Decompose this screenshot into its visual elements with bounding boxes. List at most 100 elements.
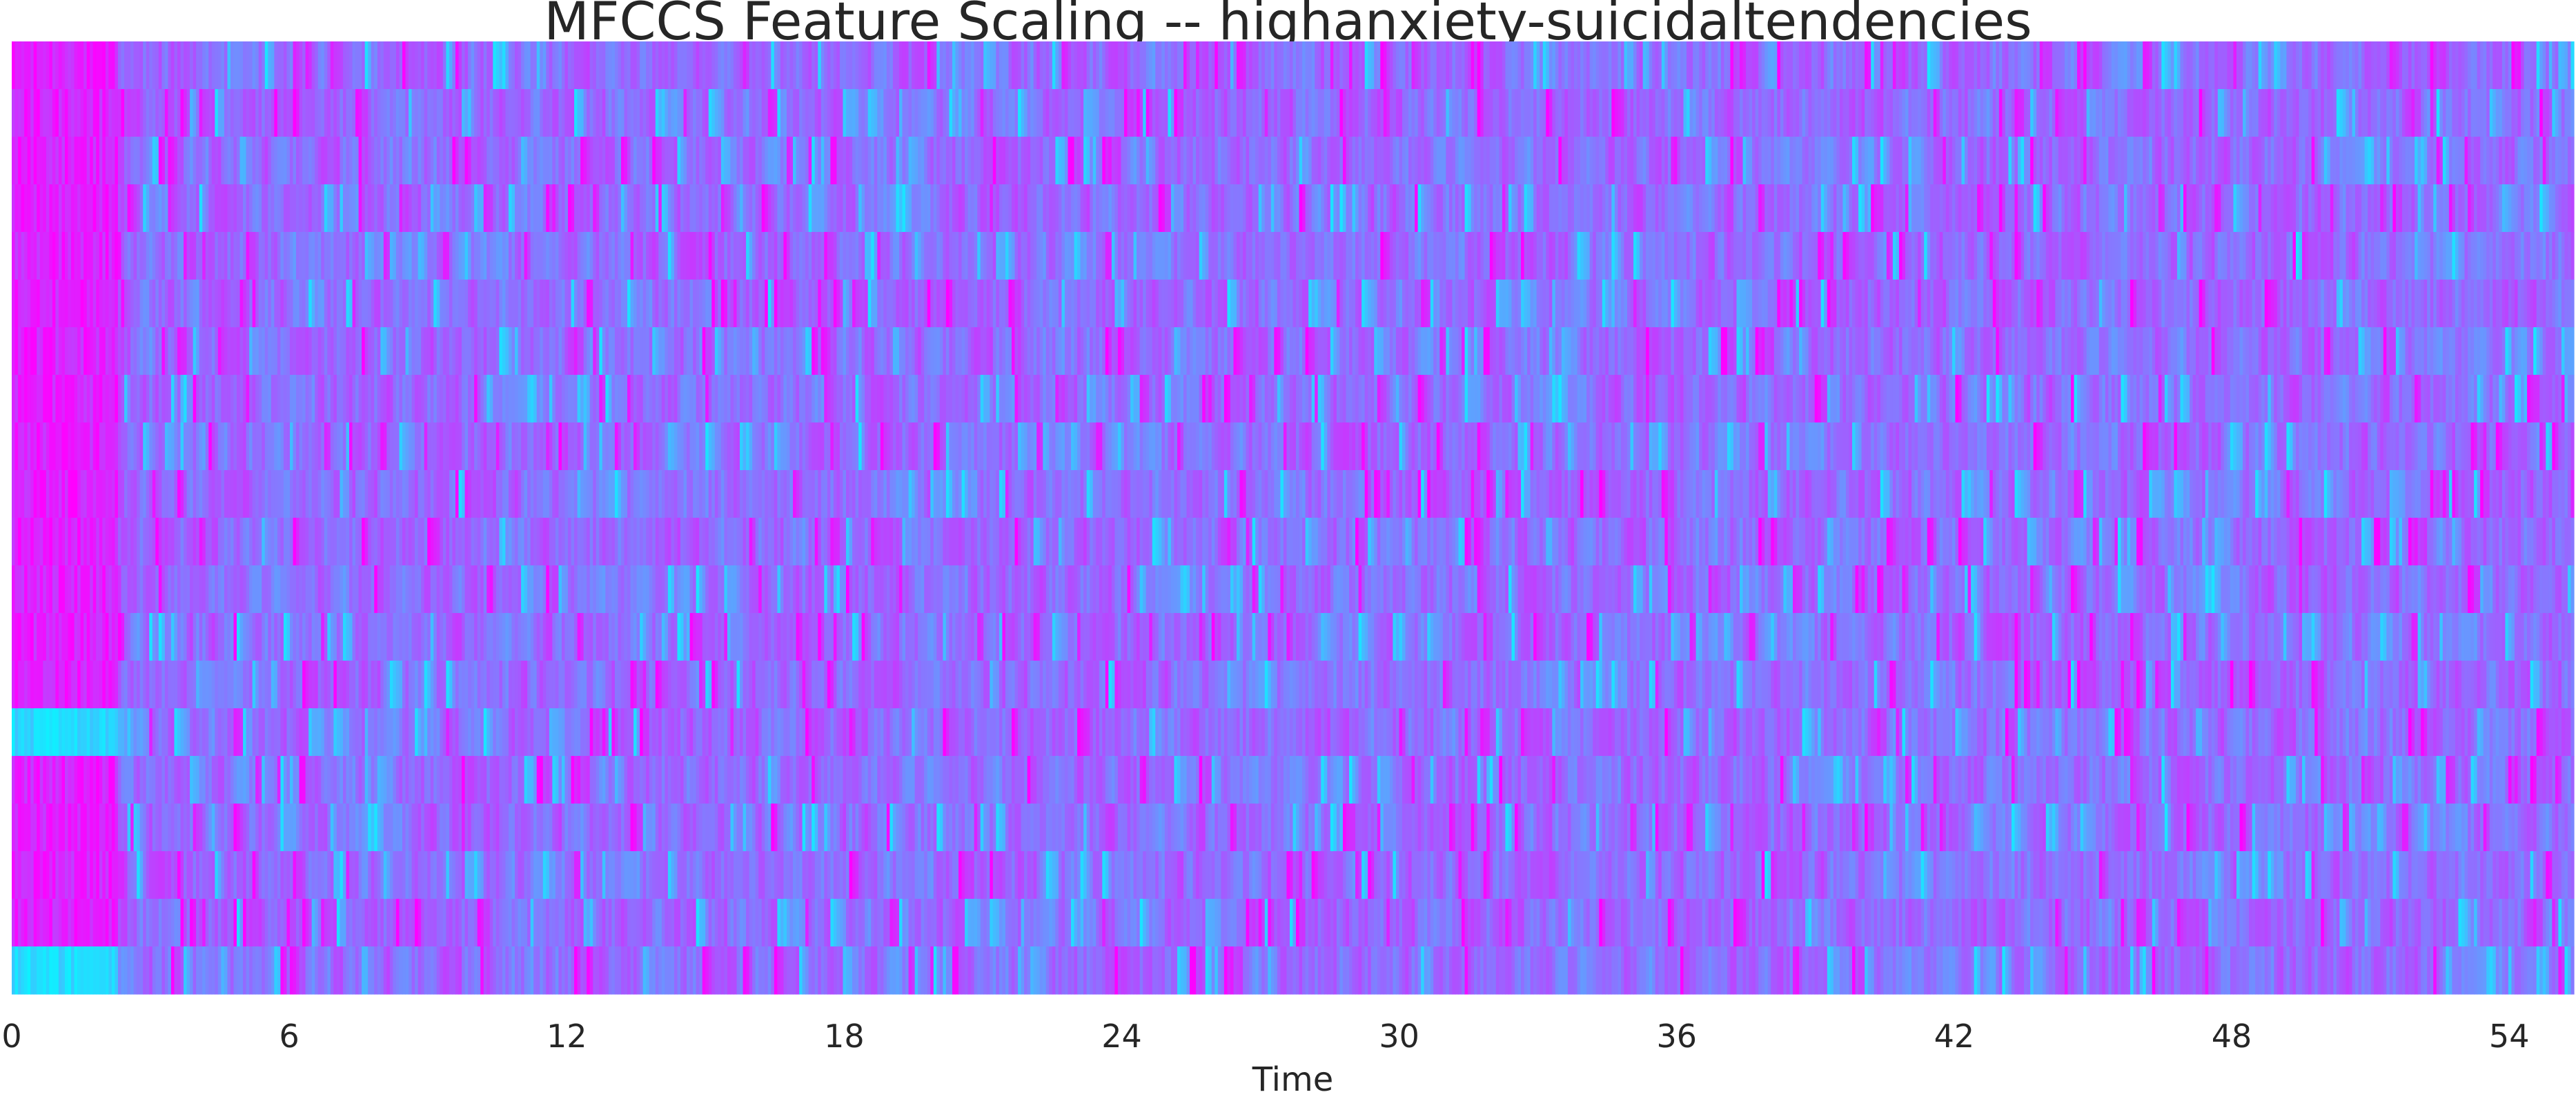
heatmap-cell (1992, 89, 1996, 137)
heatmap-cell (2130, 41, 2134, 90)
heatmap-cell (130, 89, 135, 137)
heatmap-cell (1149, 184, 1153, 233)
heatmap-cell (892, 41, 897, 90)
heatmap-cell (2074, 184, 2078, 233)
heatmap-cell (620, 184, 625, 233)
heatmap-cell (168, 184, 172, 233)
heatmap-cell (1652, 232, 1656, 280)
heatmap-cell (1724, 41, 1728, 90)
heatmap-cell (1342, 137, 1347, 185)
heatmap-cell (395, 137, 400, 185)
heatmap-cell (317, 89, 322, 137)
heatmap-cell (2261, 41, 2265, 90)
heatmap-cell (1755, 280, 1759, 328)
heatmap-cell (1268, 232, 1272, 280)
heatmap-cell (99, 184, 103, 233)
heatmap-cell (71, 280, 75, 328)
heatmap-cell (421, 137, 425, 185)
heatmap-cell (871, 137, 875, 185)
heatmap-cell (268, 184, 272, 233)
heatmap-cell (2448, 41, 2453, 90)
heatmap-cell (1368, 232, 1372, 280)
heatmap-cell (1477, 137, 1481, 185)
heatmap-cell (2436, 232, 2440, 280)
heatmap-cell (2555, 89, 2559, 137)
heatmap-cell (1302, 184, 1306, 233)
heatmap-cell (1977, 137, 1981, 185)
heatmap-cell (217, 232, 222, 280)
heatmap-cell (1211, 184, 1215, 233)
heatmap-cell (2086, 184, 2090, 233)
heatmap-cell (2392, 280, 2397, 328)
heatmap-cell (2439, 41, 2444, 90)
heatmap-cell (1967, 89, 1972, 137)
heatmap-cell (1733, 137, 1738, 185)
heatmap-cell (324, 280, 328, 328)
heatmap-cell (752, 232, 756, 280)
heatmap-cell (1143, 41, 1147, 90)
heatmap-cell (1564, 89, 1569, 137)
heatmap-cell (1152, 232, 1156, 280)
heatmap-cell (839, 89, 844, 137)
heatmap-cell (280, 41, 284, 90)
heatmap-cell (605, 89, 609, 137)
heatmap-cell (1536, 137, 1540, 185)
heatmap-cell (1965, 184, 1969, 233)
heatmap-cell (205, 232, 209, 280)
heatmap-cell (746, 41, 750, 90)
heatmap-cell (1374, 137, 1378, 185)
heatmap-cell (820, 41, 825, 90)
heatmap-cell (1370, 137, 1375, 185)
heatmap-cell (1530, 280, 1534, 328)
heatmap-cell (1405, 41, 1409, 90)
heatmap-cell (2221, 280, 2225, 328)
heatmap-cell (955, 89, 959, 137)
heatmap-cell (912, 41, 916, 90)
heatmap-cell (2174, 137, 2178, 185)
heatmap-cell (2061, 280, 2065, 328)
heatmap-cell (783, 89, 787, 137)
heatmap-cell (1630, 41, 1634, 90)
heatmap-cell (1740, 41, 1744, 90)
heatmap-cell (1789, 184, 1793, 233)
heatmap-cell (1155, 184, 1159, 233)
heatmap-cell (2567, 232, 2572, 280)
heatmap-cell (874, 41, 878, 90)
heatmap-cell (858, 184, 863, 233)
heatmap-cell (1986, 232, 1990, 280)
heatmap-cell (1258, 137, 1262, 185)
heatmap-cell (696, 89, 700, 137)
heatmap-cell (2517, 89, 2521, 137)
heatmap-cell (1624, 184, 1628, 233)
heatmap-cell (758, 137, 763, 185)
heatmap-cell (820, 280, 825, 328)
heatmap-cell (1749, 232, 1753, 280)
heatmap-cell (2401, 280, 2406, 328)
heatmap-cell (2055, 137, 2059, 185)
heatmap-cell (1045, 280, 1050, 328)
heatmap-cell (1943, 89, 1947, 137)
heatmap-cell (61, 89, 66, 137)
heatmap-cell (1327, 137, 1331, 185)
heatmap-cell (177, 41, 181, 90)
heatmap-cell (2358, 89, 2362, 137)
heatmap-cell (1389, 89, 1393, 137)
heatmap-cell (524, 89, 528, 137)
heatmap-cell (1252, 184, 1256, 233)
heatmap-cell (2030, 232, 2034, 280)
heatmap-cell (2217, 184, 2221, 233)
heatmap-cell (1305, 89, 1309, 137)
heatmap-cell (1033, 41, 1037, 90)
heatmap-cell (1671, 137, 1675, 185)
heatmap-cell (2327, 137, 2331, 185)
heatmap-cell (1480, 232, 1484, 280)
heatmap-cell (1527, 137, 1531, 185)
heatmap-cell (1102, 137, 1106, 185)
heatmap-cell (2395, 137, 2400, 185)
heatmap-cell (1370, 232, 1375, 280)
heatmap-cell (196, 137, 200, 185)
heatmap-cell (1771, 280, 1775, 328)
heatmap-cell (1905, 280, 1909, 328)
heatmap-cell (1223, 232, 1228, 280)
heatmap-cell (914, 184, 918, 233)
